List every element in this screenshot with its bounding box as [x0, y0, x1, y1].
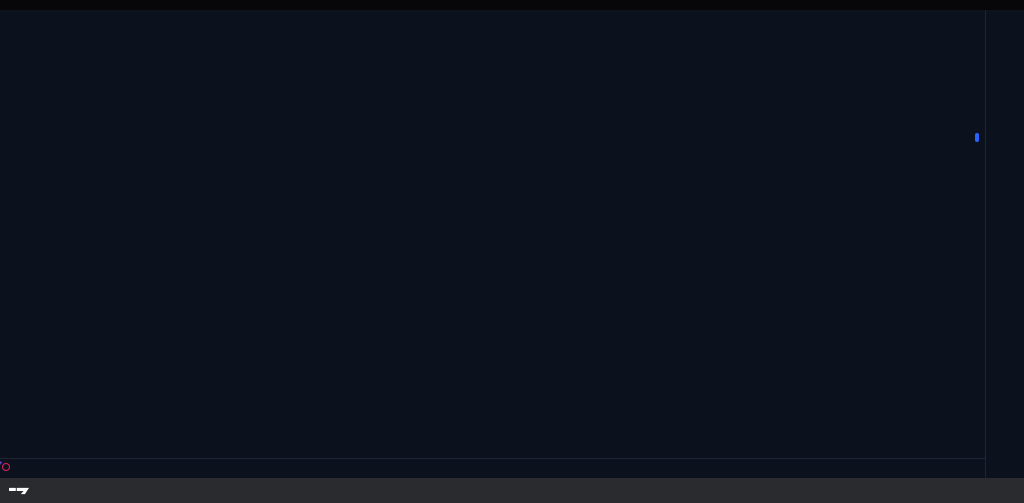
price-axis[interactable]: [985, 10, 1024, 478]
current-symbol-tag[interactable]: [975, 133, 979, 142]
circle-icon: [2, 463, 10, 471]
footer-bar: [0, 478, 1024, 503]
event-marker-icon[interactable]: +: [0, 461, 10, 472]
time-axis[interactable]: +: [0, 458, 985, 479]
plus-icon: +: [0, 461, 3, 467]
export-title-bar: [0, 0, 1024, 10]
tradingview-logo[interactable]: [9, 485, 29, 497]
